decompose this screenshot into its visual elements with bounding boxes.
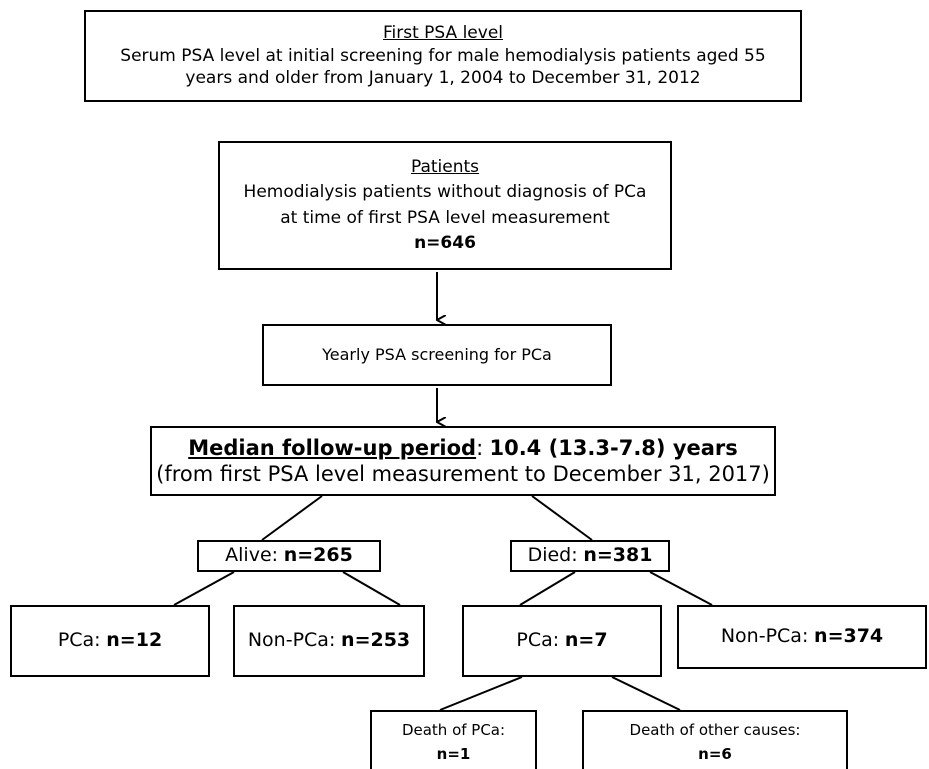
box-label: Died: — [527, 544, 578, 567]
connector — [611, 676, 681, 711]
box-label: Non-PCa: — [720, 625, 809, 648]
box-text: : — [476, 435, 484, 460]
box-first-psa: First PSA level Serum PSA level at initi… — [84, 10, 802, 102]
box-text: Hemodialysis patients without diagnosis … — [243, 182, 647, 202]
connector — [519, 571, 576, 606]
box-label: PCa: — [57, 629, 101, 652]
box-label: PCa: — [516, 629, 560, 652]
box-count: n=12 — [106, 629, 163, 652]
box-count: n=646 — [414, 233, 476, 253]
box-count: n=253 — [341, 629, 411, 652]
box-follow-up: Median follow-up period: 10.4 (13.3-7.8) … — [150, 426, 776, 496]
box-screening: Yearly PSA screening for PCa — [262, 324, 612, 386]
box-died-non-pca: Non-PCa: n=374 — [677, 605, 927, 669]
box-text: (from first PSA level measurement to Dec… — [156, 462, 770, 486]
box-alive: Alive: n=265 — [197, 540, 381, 572]
box-patients: Patients Hemodialysis patients without d… — [218, 141, 672, 270]
box-label: Alive: — [225, 544, 279, 567]
box-text: Death of other causes: — [629, 721, 801, 739]
box-count: n=6 — [698, 745, 732, 763]
box-alive-non-pca: Non-PCa: n=253 — [233, 605, 425, 677]
connector — [649, 571, 713, 606]
connector — [439, 676, 523, 711]
box-text: Yearly PSA screening for PCa — [322, 345, 552, 365]
box-alive-pca: PCa: n=12 — [10, 605, 210, 677]
box-title: Patients — [410, 156, 480, 177]
box-text: years and older from January 1, 2004 to … — [185, 68, 701, 89]
box-died-pca: PCa: n=7 — [462, 605, 662, 677]
box-count: 10.4 (13.3-7.8) years — [489, 435, 738, 460]
box-text: Death of PCa: — [401, 721, 506, 739]
box-died: Died: n=381 — [510, 540, 670, 572]
box-death-other: Death of other causes: n=6 — [582, 710, 848, 769]
box-count: n=265 — [283, 544, 353, 567]
box-label: Non-PCa: — [247, 629, 336, 652]
connector — [173, 571, 235, 606]
box-count: n=7 — [564, 629, 608, 652]
connector — [261, 495, 323, 541]
box-count: n=374 — [814, 625, 884, 648]
box-title: First PSA level — [383, 22, 503, 43]
box-text: Serum PSA level at initial screening for… — [120, 45, 766, 66]
connector — [342, 571, 401, 606]
box-count: n=1 — [436, 745, 471, 763]
box-title: Median follow-up period — [188, 435, 477, 460]
box-count: n=381 — [583, 544, 653, 567]
box-death-pca: Death of PCa: n=1 — [370, 710, 537, 769]
box-text: at time of first PSA level measurement — [280, 207, 610, 228]
connector — [531, 495, 593, 541]
